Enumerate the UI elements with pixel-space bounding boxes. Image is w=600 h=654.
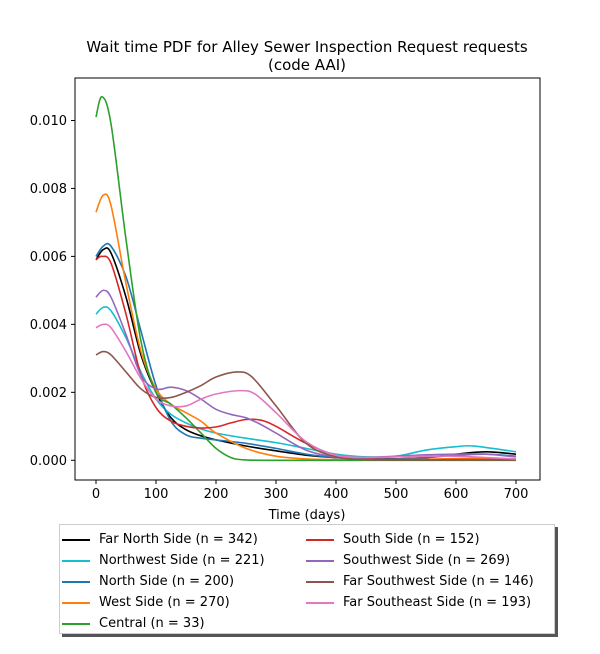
chart-subtitle: (code AAI) [268, 56, 346, 74]
legend-item: Far Southwest Side (n = 146) [304, 571, 534, 592]
legend: Far North Side (n = 342) Northwest Side (… [59, 524, 555, 634]
x-tick-label: 600 [444, 487, 469, 502]
legend-item: Far Southeast Side (n = 193) [304, 592, 534, 613]
series-line-5 [95, 95, 516, 462]
series-layer [95, 95, 517, 462]
series-line-1 [95, 247, 517, 460]
y-tick-label: 0.008 [30, 182, 67, 197]
y-tick-label: 0.006 [30, 250, 67, 265]
legend-item: North Side (n = 200) [60, 571, 265, 592]
legend-item: Central (n = 33) [60, 613, 265, 634]
x-tick-label: 400 [324, 487, 349, 502]
legend-column-right: South Side (n = 152) Southwest Side (n = … [304, 529, 534, 613]
legend-swatch [62, 559, 90, 562]
legend-item: South Side (n = 152) [304, 529, 534, 550]
series-line-3 [95, 242, 517, 460]
legend-swatch [306, 559, 334, 562]
legend-swatch [306, 580, 334, 583]
series-line-2 [95, 306, 517, 458]
axis-layer: 0 100 200 300 400 500 600 700 0.000 0.002 0.004 0.0… [30, 114, 529, 502]
legend-label: Southwest Side (n = 269) [343, 553, 511, 568]
y-tick-label: 0.000 [30, 454, 67, 469]
legend-swatch [62, 538, 90, 541]
x-tick-label: 0 [92, 487, 100, 502]
series-line-6 [95, 255, 516, 461]
legend-swatch [62, 580, 90, 583]
y-tick-label: 0.004 [30, 318, 67, 333]
chart-title: Wait time PDF for Alley Sewer Inspection… [86, 38, 528, 56]
legend-label: Central (n = 33) [99, 616, 205, 631]
plot-frame [74, 77, 541, 481]
legend-swatch [306, 538, 334, 541]
y-tick-label: 0.010 [30, 114, 67, 129]
legend-column-left: Far North Side (n = 342) Northwest Side (… [60, 529, 265, 634]
legend-swatch [62, 622, 90, 625]
legend-item: West Side (n = 270) [60, 592, 265, 613]
legend-item: Northwest Side (n = 221) [60, 550, 265, 571]
legend-label: South Side (n = 152) [343, 532, 480, 547]
series-line-4 [95, 193, 517, 461]
x-tick-label: 100 [144, 487, 169, 502]
series-line-8 [95, 350, 516, 461]
legend-label: West Side (n = 270) [99, 595, 230, 610]
legend-label: Far Southeast Side (n = 193) [343, 595, 532, 610]
legend-label: North Side (n = 200) [99, 574, 235, 589]
legend-item: Southwest Side (n = 269) [304, 550, 534, 571]
x-axis-label: Time (days) [268, 508, 346, 523]
series-line-7 [95, 289, 517, 459]
x-tick-label: 300 [264, 487, 289, 502]
legend-item: Far North Side (n = 342) [60, 529, 265, 550]
x-tick-label: 200 [204, 487, 229, 502]
series-line-9 [95, 323, 517, 460]
legend-label: Northwest Side (n = 221) [99, 553, 265, 568]
legend-swatch [62, 601, 90, 604]
legend-swatch [306, 601, 334, 604]
legend-label: Far Southwest Side (n = 146) [343, 574, 534, 589]
legend-label: Far North Side (n = 342) [99, 532, 258, 547]
y-tick-label: 0.002 [30, 386, 67, 401]
x-tick-label: 700 [504, 487, 529, 502]
x-tick-label: 500 [384, 487, 409, 502]
